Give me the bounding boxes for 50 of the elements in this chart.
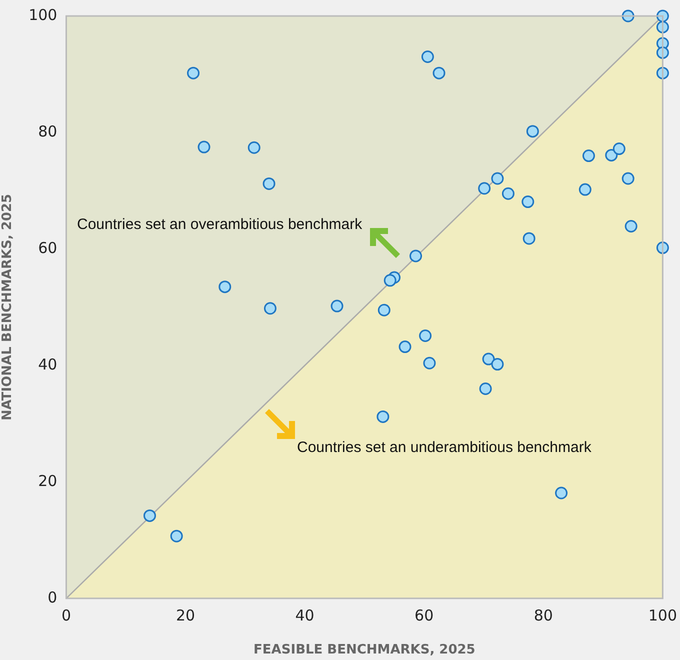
point [218,280,232,294]
point [522,232,536,245]
point [419,329,432,342]
point [478,182,491,195]
point [248,141,260,154]
y-tick-label: 60 [38,238,58,257]
point [170,530,183,542]
point [410,250,422,262]
annotation: Countries set an overambitious benchmark [77,216,363,234]
x-tick-label: 60 [414,606,434,624]
point [624,220,638,232]
y-tick-label: 40 [38,355,58,374]
point [502,187,514,200]
point [421,50,434,64]
y-tick-label: 80 [38,122,58,140]
point [491,358,504,371]
point [622,172,634,185]
x-tick-label: 0 [61,606,72,624]
point [578,183,592,196]
point [187,66,200,80]
point [432,66,446,80]
point [582,150,595,162]
x-tick-label: 100 [648,606,678,624]
point [479,382,492,395]
point [526,125,539,138]
y-tick-label: 20 [38,472,58,490]
point [423,356,436,370]
x-tick-label: 80 [534,606,553,624]
point [378,304,390,316]
x-tick-label: 40 [295,606,314,624]
point [522,196,534,208]
point [376,410,390,423]
annotation: Countries set an underambitious benchmark [297,439,592,456]
y-tick-label: 100 [28,6,58,24]
point [482,352,495,366]
y-tick-label: 0 [48,588,58,606]
point [612,142,626,156]
point [143,509,156,522]
point [264,302,276,315]
point [198,140,210,154]
point [398,340,412,354]
point [262,177,276,190]
point [330,300,344,312]
y-axis-title: NATIONAL BENCHMARKS, 2025 [0,194,16,421]
point [605,148,618,162]
point [384,274,396,287]
point [555,486,568,500]
x-tick-label: 20 [176,606,196,624]
point [491,172,504,185]
x-axis-title: FEASIBLE BENCHMARKS, 2025 [254,642,476,658]
